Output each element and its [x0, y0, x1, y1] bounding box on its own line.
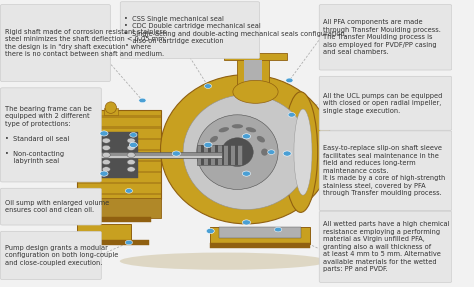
FancyBboxPatch shape — [319, 76, 452, 130]
Bar — [77, 149, 161, 151]
Circle shape — [206, 228, 214, 234]
Circle shape — [102, 167, 110, 172]
Text: All PFA components are made
through Transfer Moulding process.
The Transfer Moul: All PFA components are made through Tran… — [323, 19, 441, 55]
Circle shape — [100, 171, 108, 176]
Circle shape — [130, 133, 137, 137]
Bar — [77, 137, 161, 140]
Circle shape — [204, 142, 212, 148]
Ellipse shape — [284, 92, 318, 212]
FancyBboxPatch shape — [319, 5, 452, 70]
Circle shape — [127, 167, 135, 172]
Bar — [93, 132, 138, 178]
FancyBboxPatch shape — [319, 131, 452, 211]
Bar — [215, 145, 218, 165]
Bar — [104, 108, 118, 115]
FancyBboxPatch shape — [120, 2, 260, 59]
FancyBboxPatch shape — [0, 231, 101, 280]
Bar — [77, 110, 161, 199]
Ellipse shape — [161, 75, 332, 224]
Bar — [208, 145, 211, 165]
Text: Pump design grants a modular
configuration on both long-couple
and close-coupled: Pump design grants a modular configurati… — [5, 245, 118, 266]
Text: Rigid shaft made of corrosion resistant stainless
steel minimizes the shaft defl: Rigid shaft made of corrosion resistant … — [5, 29, 166, 57]
Text: The bearing frame can be
equipped with 2 different
type of protections:

•  Stan: The bearing frame can be equipped with 2… — [5, 106, 91, 164]
Circle shape — [242, 171, 251, 176]
Circle shape — [288, 113, 295, 117]
Bar — [86, 152, 221, 158]
Circle shape — [102, 160, 110, 165]
FancyBboxPatch shape — [0, 188, 101, 225]
Ellipse shape — [257, 136, 265, 142]
Circle shape — [242, 220, 251, 225]
FancyBboxPatch shape — [0, 88, 101, 182]
Circle shape — [204, 84, 211, 88]
Text: Easy-to-replace slip-on shaft sleeve
facilitates seal maintenance in the
field a: Easy-to-replace slip-on shaft sleeve fac… — [323, 145, 446, 196]
Ellipse shape — [246, 127, 256, 132]
Bar — [77, 115, 161, 118]
Ellipse shape — [210, 136, 218, 142]
Text: All the UCL pumps can be equipped
with closed or open radial impeller,
single st: All the UCL pumps can be equipped with c… — [323, 93, 443, 114]
Text: Oil sump with enlarged volume
ensures cool and clean oil.: Oil sump with enlarged volume ensures co… — [5, 200, 109, 214]
Bar — [86, 156, 221, 158]
Ellipse shape — [120, 253, 328, 270]
Circle shape — [172, 151, 181, 156]
Bar — [86, 217, 152, 222]
FancyBboxPatch shape — [319, 211, 452, 282]
FancyBboxPatch shape — [0, 5, 110, 82]
Ellipse shape — [233, 80, 278, 103]
Bar — [237, 57, 269, 92]
Ellipse shape — [221, 138, 253, 166]
Circle shape — [102, 138, 110, 143]
Circle shape — [129, 142, 137, 148]
Bar — [77, 193, 161, 195]
Ellipse shape — [197, 115, 278, 189]
Circle shape — [102, 152, 110, 158]
Bar — [77, 224, 131, 241]
Circle shape — [127, 138, 135, 143]
Ellipse shape — [294, 109, 312, 195]
Bar — [219, 227, 301, 238]
Circle shape — [100, 131, 108, 136]
Circle shape — [268, 150, 275, 154]
Bar — [228, 145, 231, 165]
Circle shape — [102, 145, 110, 150]
Circle shape — [127, 152, 135, 158]
Circle shape — [127, 160, 135, 165]
Bar — [210, 227, 310, 244]
Bar — [77, 171, 161, 173]
Circle shape — [139, 98, 146, 103]
Circle shape — [125, 240, 133, 245]
Text: All wetted parts have a high chemical
resistance employing a performing
material: All wetted parts have a high chemical re… — [323, 221, 450, 272]
Ellipse shape — [183, 95, 310, 210]
Bar — [221, 145, 224, 165]
Bar — [235, 145, 238, 165]
Bar — [77, 198, 161, 218]
Circle shape — [274, 227, 282, 232]
Text: •  CSS Single mechanical seal
•  CDC Double cartridge mechanical seal
•  Single-: • CSS Single mechanical seal • CDC Doubl… — [124, 16, 347, 44]
Bar — [77, 182, 161, 184]
Circle shape — [283, 151, 291, 156]
Bar — [77, 240, 149, 245]
Ellipse shape — [105, 102, 117, 113]
Circle shape — [125, 189, 133, 193]
Bar — [224, 53, 287, 60]
Circle shape — [242, 134, 251, 139]
Bar — [201, 145, 204, 165]
Ellipse shape — [261, 148, 268, 156]
Circle shape — [127, 145, 135, 150]
Bar — [77, 160, 161, 162]
Ellipse shape — [219, 127, 229, 132]
Bar — [197, 145, 242, 165]
Bar — [244, 60, 262, 92]
Circle shape — [286, 78, 293, 83]
Bar — [77, 127, 161, 129]
Ellipse shape — [232, 124, 243, 128]
Bar — [210, 243, 310, 248]
